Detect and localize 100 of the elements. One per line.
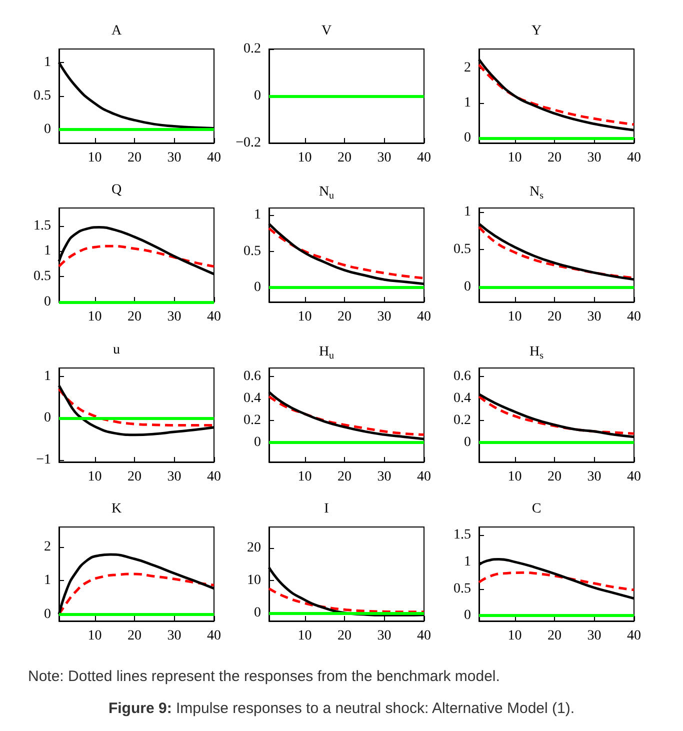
x-tick-label: 20 [338,150,352,166]
x-tick-label: 30 [587,470,602,484]
line-series [58,572,216,616]
y-tick-label: 10 [247,572,261,588]
chart-title: K [111,502,122,516]
x-tick-label: 40 [417,628,431,644]
x-tick-label: 20 [128,470,142,484]
x-tick-label: 20 [128,628,142,644]
x-tick-label: 20 [548,470,562,484]
x-tick-label: 10 [88,628,102,644]
x-tick-label: 20 [338,628,352,644]
y-tick-label: 0 [254,88,261,104]
x-tick-label: 20 [128,310,142,324]
y-tick-label: 1.5 [454,528,471,543]
y-tick-label: 0.5 [454,581,471,596]
chart-title: u [113,342,120,358]
x-tick-label: 30 [587,150,602,166]
x-tick-label: 30 [377,310,392,324]
y-tick-label: 0.6 [454,369,471,384]
x-tick-label: 30 [167,628,182,644]
x-tick-label: 30 [377,470,392,484]
x-tick-label: 30 [167,470,182,484]
y-tick-label: 0 [254,280,261,296]
x-tick-label: 10 [88,470,102,484]
x-tick-label: 40 [627,310,641,324]
x-tick-label: 40 [207,628,221,644]
x-tick-label: 10 [508,470,522,484]
y-tick-label: 0 [44,606,51,622]
y-tick-label: 0.4 [244,391,261,406]
x-tick-label: 40 [207,150,221,166]
x-tick-label: 40 [627,150,641,166]
y-tick-label: 1 [44,244,51,259]
x-tick-label: 30 [587,310,602,324]
x-tick-label: 20 [548,310,562,324]
text: Note: Dotted lines represent the responses from the benchmark model. [28,668,500,685]
y-tick-label: 0 [44,294,51,310]
y-tick-label: 0.2 [244,412,261,428]
y-tick-label: 1 [44,368,51,384]
line-series [268,587,426,614]
x-tick-label: 20 [548,628,562,644]
y-tick-label: 0.5 [454,242,471,257]
y-tick-label: 0.2 [454,412,471,428]
x-tick-label: 10 [508,628,522,644]
y-tick-label: 1 [254,208,261,223]
x-tick-label: 40 [417,310,431,324]
chart-title: Q [111,182,122,198]
y-tick-label: 1 [44,573,51,588]
x-tick-label: 30 [167,310,182,324]
y-tick-label: 2 [464,60,471,76]
y-tick-label: 1 [464,554,471,570]
y-tick-label: −1 [36,452,51,468]
x-tick-label: 40 [207,470,221,484]
y-tick-label: 2 [44,540,51,555]
x-tick-label: 10 [298,150,312,166]
x-tick-label: 10 [298,470,312,484]
y-tick-label: 0.4 [454,391,471,406]
x-tick-label: 40 [207,310,221,324]
y-tick-label: −0.2 [236,136,261,150]
line-series [268,226,426,280]
x-tick-label: 30 [167,150,182,166]
x-tick-label: 20 [338,470,352,484]
x-tick-label: 40 [627,470,641,484]
x-tick-label: 30 [377,150,392,166]
chart-title: Y [531,24,542,38]
x-tick-label: 10 [298,628,312,644]
y-tick-label: 0.6 [244,369,261,384]
line-series [478,571,636,592]
x-tick-label: 10 [88,150,102,166]
y-tick-label: 0 [464,130,471,146]
y-tick-label: 0 [464,279,471,294]
y-tick-label: 1 [464,95,471,110]
y-tick-label: 0 [44,410,51,426]
chart-title: A [111,24,122,38]
x-tick-label: 10 [508,310,522,324]
caption: Figure 9: Impulse responses to a neutral shock: Alternative Model (1). [107,700,576,717]
y-tick-label: 0 [254,434,261,450]
line-series [58,244,216,268]
x-tick-label: 10 [298,310,312,324]
x-tick-label: 40 [417,470,431,484]
x-tick-label: 40 [417,150,431,166]
x-tick-label: 40 [627,628,641,644]
chart-title: I [324,502,330,516]
y-tick-label: 0 [44,122,51,138]
y-tick-label: 0 [464,608,471,624]
y-tick-label: 0.5 [34,88,51,104]
y-tick-label: 1 [44,54,51,70]
y-tick-label: 1.5 [34,218,51,234]
x-tick-label: 20 [338,310,352,324]
x-tick-label: 20 [548,150,562,166]
x-tick-label: 30 [377,628,392,644]
x-tick-label: 20 [128,150,142,166]
y-tick-label: 0.5 [34,269,51,284]
chart-title: V [321,24,332,38]
x-tick-label: 10 [508,150,522,166]
y-tick-label: 0.2 [244,42,261,56]
y-tick-label: 0 [464,434,471,450]
y-tick-label: 0 [254,605,261,620]
chart-title: C [532,502,542,516]
x-tick-label: 30 [587,628,602,644]
y-tick-label: 0.5 [244,244,261,259]
